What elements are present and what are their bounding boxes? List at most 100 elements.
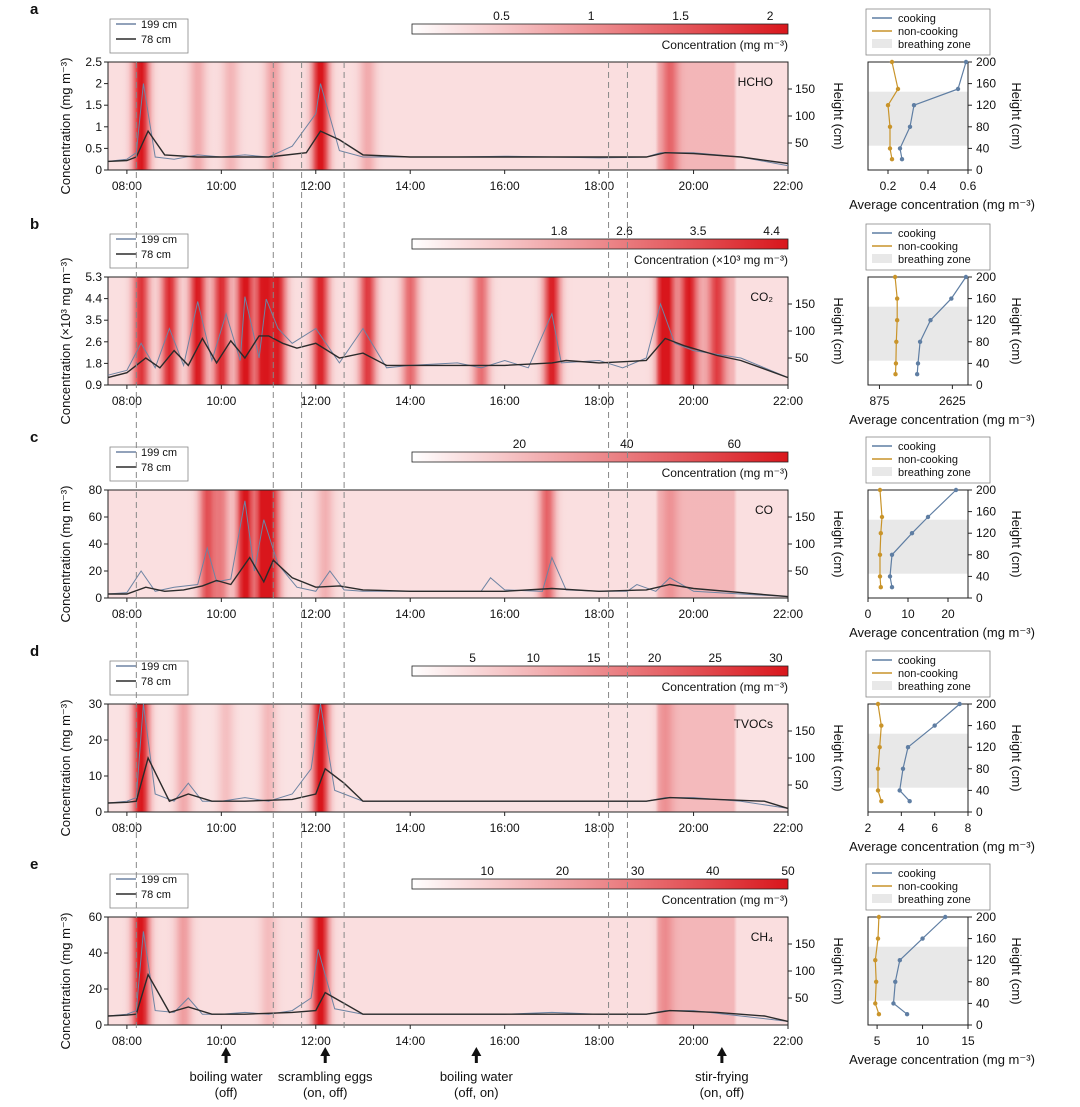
x-tick-label: 12:00 bbox=[301, 1034, 331, 1048]
profile-noncooking-point bbox=[878, 531, 883, 536]
profile-noncooking-point bbox=[877, 552, 883, 557]
panel-b: b CO₂ 0.9 1.8 2.6 3.5 4.4 5.3 Concentration (×10… bbox=[30, 216, 1035, 427]
y-tick-label: 2 bbox=[95, 77, 102, 91]
profile-legend-label: cooking bbox=[898, 228, 936, 240]
x-tick-label: 22:00 bbox=[773, 1034, 803, 1048]
x-tick-label: 08:00 bbox=[112, 821, 142, 835]
panel-letter: d bbox=[30, 643, 39, 660]
x-tick-label: 10:00 bbox=[206, 821, 236, 835]
legend-label: 199 cm bbox=[141, 234, 177, 246]
profile-y-tick-label: 160 bbox=[976, 505, 996, 519]
breathing-zone bbox=[868, 91, 968, 146]
y-tick-label: 30 bbox=[89, 697, 103, 711]
x-tick-label: 20:00 bbox=[679, 607, 709, 621]
profile-cooking-point bbox=[953, 487, 959, 493]
profile-y-tick-label: 200 bbox=[976, 270, 996, 284]
colorbar-tick-label: 3.5 bbox=[690, 224, 707, 238]
legend: 199 cm 78 cm bbox=[109, 660, 189, 696]
profile-cooking-point bbox=[955, 86, 961, 92]
y-tick-label: 60 bbox=[89, 910, 103, 924]
profile-y-tick-label: 200 bbox=[976, 910, 996, 924]
profile-legend-label: cooking bbox=[898, 655, 936, 667]
colorbar-tick-label: 5 bbox=[469, 651, 476, 665]
height-axis-label: Height (cm) bbox=[831, 937, 846, 1004]
event-label: scrambling eggs bbox=[278, 1069, 373, 1084]
height-axis-label: Height (cm) bbox=[831, 510, 846, 577]
profile-y-tick-label: 0 bbox=[976, 591, 983, 605]
colorbar-tick-label: 2 bbox=[767, 9, 774, 23]
profile-x-tick-label: 0 bbox=[865, 607, 872, 621]
x-tick-label: 22:00 bbox=[773, 821, 803, 835]
colorbar-tick-label: 20 bbox=[513, 437, 527, 451]
legend-label: 199 cm bbox=[141, 874, 177, 886]
height-tick-label: 150 bbox=[795, 724, 815, 738]
colorbar-tick-label: 30 bbox=[769, 651, 783, 665]
profile-cooking-line bbox=[892, 916, 946, 1015]
profile-noncooking-point bbox=[887, 124, 893, 129]
y-tick-label: 40 bbox=[89, 537, 103, 551]
profile-y-tick-label: 80 bbox=[976, 975, 990, 989]
x-tick-label: 18:00 bbox=[584, 394, 614, 408]
profile-cooking-point bbox=[900, 766, 906, 771]
height-tick-label: 100 bbox=[795, 109, 815, 123]
profile-noncooking-point bbox=[876, 1012, 882, 1017]
series-78-cm bbox=[108, 556, 789, 598]
x-tick-label: 10:00 bbox=[206, 179, 236, 193]
event-annotation: boiling water(off, on) bbox=[440, 1047, 513, 1100]
y-tick-label: 4.4 bbox=[85, 292, 102, 306]
profile-cooking-point bbox=[943, 914, 948, 920]
profile-noncooking-point bbox=[875, 701, 881, 707]
y-tick-label: 1 bbox=[95, 120, 102, 134]
profile-y-tick-label: 0 bbox=[976, 163, 983, 177]
profile-noncooking-point bbox=[875, 788, 881, 793]
x-tick-label: 20:00 bbox=[679, 179, 709, 193]
profile-cooking-point bbox=[932, 723, 937, 728]
x-tick-label: 22:00 bbox=[773, 179, 803, 193]
profile-noncooking-point bbox=[889, 59, 895, 65]
event-sublabel: (on, off) bbox=[303, 1085, 348, 1100]
profile-legend-label: cooking bbox=[898, 13, 936, 25]
y-tick-label: 1.5 bbox=[85, 98, 102, 112]
x-tick-label: 08:00 bbox=[112, 179, 142, 193]
x-tick-label: 08:00 bbox=[112, 607, 142, 621]
x-tick-label: 20:00 bbox=[679, 1034, 709, 1048]
legend: 199 cm 78 cm bbox=[109, 18, 189, 54]
profile-noncooking-point bbox=[895, 86, 901, 92]
x-tick-label: 14:00 bbox=[395, 1034, 425, 1048]
height-axis-label: Height (cm) bbox=[831, 82, 846, 149]
profile-legend-swatch bbox=[872, 39, 892, 48]
profile-cooking-line bbox=[899, 703, 961, 802]
profile-legend-label: non-cooking bbox=[898, 881, 958, 893]
profile-frame bbox=[867, 61, 969, 171]
profile-cooking-point bbox=[893, 979, 898, 984]
y-tick-label: 0 bbox=[95, 1018, 102, 1032]
colorbar-label: Concentration (×10³ mg m⁻³) bbox=[634, 253, 788, 267]
profile-legend-label: breathing zone bbox=[898, 681, 971, 693]
x-tick-label: 14:00 bbox=[395, 821, 425, 835]
x-tick-label: 14:00 bbox=[395, 179, 425, 193]
profile-y-tick-label: 120 bbox=[976, 313, 996, 327]
profile-y-tick-label: 80 bbox=[976, 120, 990, 134]
height-axis-label: Height (cm) bbox=[831, 297, 846, 364]
x-tick-label: 18:00 bbox=[584, 607, 614, 621]
colorbar-tick-label: 50 bbox=[781, 864, 795, 878]
profile-x-tick-label: 0.2 bbox=[880, 179, 897, 193]
profile-legend-swatch bbox=[872, 894, 892, 903]
profile-x-tick-label: 2 bbox=[865, 821, 872, 835]
y-axis-label: Concentration (mg m⁻³) bbox=[58, 486, 73, 623]
y-tick-label: 3.5 bbox=[85, 313, 102, 327]
profile-cooking-point bbox=[904, 1012, 910, 1017]
profile-x-tick-label: 4 bbox=[898, 821, 905, 835]
colorbar-tick-label: 15 bbox=[587, 651, 601, 665]
profile-y-tick-label: 200 bbox=[976, 55, 996, 69]
profile-y-tick-label: 160 bbox=[976, 719, 996, 733]
panel-letter: a bbox=[30, 1, 39, 18]
profile-plot: 0 40 80 120 160 200 Height (cm) 0.2 0.4 0.6 Averag… bbox=[849, 8, 1035, 212]
profile-x-tick-label: 6 bbox=[931, 821, 938, 835]
profile-y-tick-label: 120 bbox=[976, 740, 996, 754]
y-tick-label: 0.5 bbox=[85, 141, 102, 155]
height-tick-label: 150 bbox=[795, 937, 815, 951]
